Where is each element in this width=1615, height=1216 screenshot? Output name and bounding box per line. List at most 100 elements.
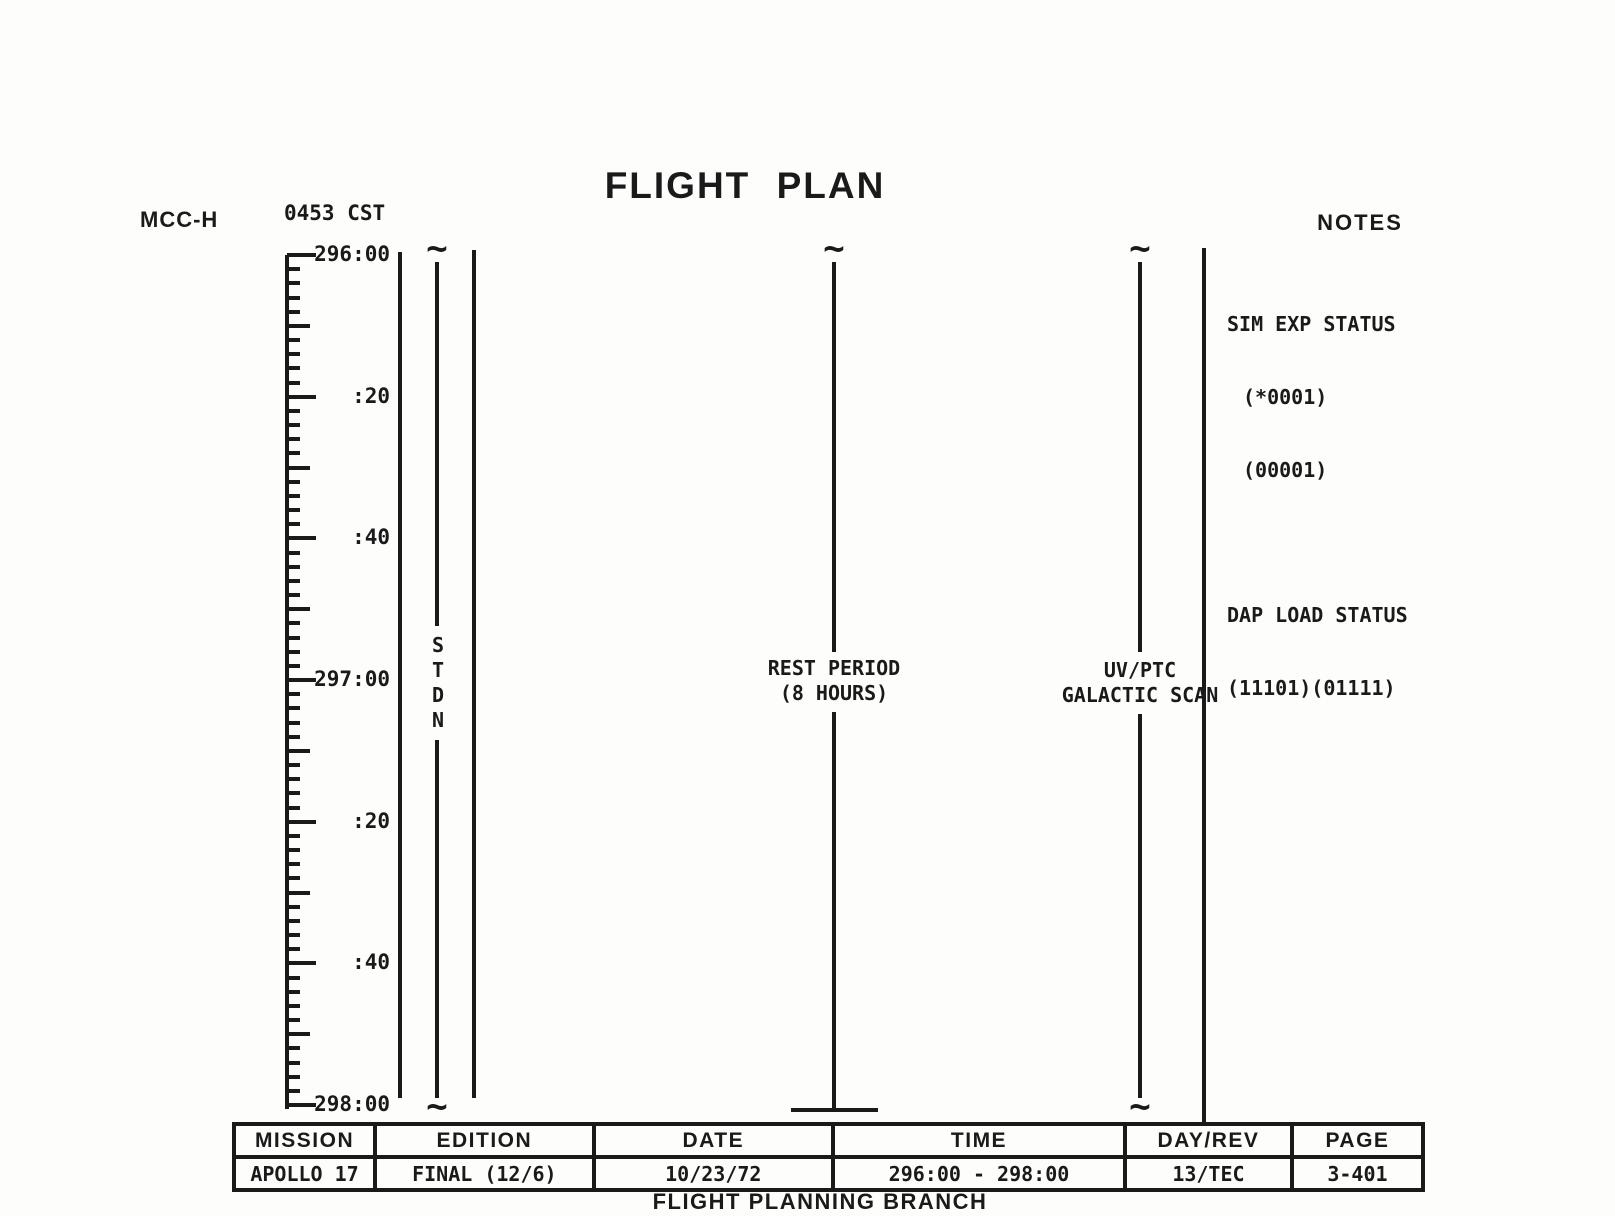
value-day-rev: 13/TEC [1127,1159,1294,1188]
time-tick [287,1046,300,1051]
time-tick [287,1032,310,1037]
column-line-right [472,250,476,1098]
time-tick [287,1103,316,1107]
mission-data-table: MISSION EDITION DATE TIME DAY/REV PAGE A… [232,1122,1425,1192]
time-tick-label: :40 [352,950,390,975]
time-tick [287,338,300,342]
time-tick-label: :20 [352,808,390,833]
time-tick [287,578,300,583]
time-tick [287,918,300,923]
time-tick [287,493,300,498]
stdn-track-label: S T D N [423,633,453,733]
time-tick [287,649,300,654]
header-time: TIME [835,1126,1127,1155]
flight-planning-branch-label: FLIGHT PLANNING BRANCH [652,1189,988,1214]
uv-scan-line1: UV/PTC [1103,658,1177,682]
stdn-line-lower [435,740,439,1098]
note-sim-exp-status: SIM EXP STATUS [1227,312,1396,336]
time-tick [287,819,316,824]
continuation-squiggle-icon: ~ [1129,1086,1151,1127]
time-tick [287,635,300,640]
time-tick [287,748,310,753]
time-tick [287,550,300,555]
time-tick [287,777,300,782]
uv-scan-line2: GALACTIC SCAN [1061,683,1219,707]
continuation-squiggle-icon: ~ [1129,228,1151,269]
time-tick-label: 298:00 [314,1092,390,1116]
notes-divider-line [1202,248,1206,1124]
header-edition: EDITION [377,1126,596,1155]
header-page: PAGE [1325,1128,1390,1152]
time-tick [287,848,300,852]
time-tick-label: :20 [352,383,390,408]
rest-period-line2: (8 HOURS) [779,681,889,705]
time-tick [287,253,316,257]
time-tick [287,1074,300,1079]
note-dap-load-status: DAP LOAD STATUS [1227,603,1408,627]
time-tick [287,862,300,867]
time-tick [287,607,310,612]
time-tick [287,323,310,328]
rest-period-line-upper [832,262,836,652]
notes-content: SIM EXP STATUS (*0001) (00001) DAP LOAD … [1227,263,1408,750]
time-tick [287,763,300,767]
time-tick [287,933,300,937]
time-tick [287,720,300,725]
continuation-squiggle-icon: ~ [426,228,448,269]
uv-scan-line-lower [1138,714,1142,1098]
value-mission: APOLLO 17 [236,1159,378,1188]
time-tick [287,678,316,682]
rest-period-line1: REST PERIOD [767,656,901,680]
time-tick [287,352,300,357]
time-tick [287,423,300,427]
stdn-letter: T [431,658,445,682]
time-tick [287,706,300,711]
time-tick [287,281,300,286]
time-tick [287,394,316,399]
notes-header: NOTES [1317,210,1403,235]
time-tick [287,692,300,697]
time-tick [287,621,300,626]
time-tick [287,522,300,527]
time-tick [287,663,300,668]
stdn-letter: D [431,683,445,707]
time-tick [287,1018,300,1022]
time-tick [287,805,300,810]
time-tick [287,947,300,952]
time-tick [287,564,300,569]
note-sim-exp-value1: (*0001) [1243,385,1328,409]
time-tick [287,1088,300,1093]
continuation-squiggle-icon: ~ [426,1086,448,1127]
time-tick [287,437,300,442]
time-tick [287,408,300,413]
time-tick [287,593,300,597]
time-tick [287,451,300,456]
header-date: DATE [596,1126,835,1155]
time-tick-label: 296:00 [314,242,390,266]
time-tick-label: 297:00 [314,667,390,691]
value-date: 10/23/72 [596,1159,835,1188]
time-tick [287,833,300,838]
value-page: 3-401 [1327,1161,1388,1186]
header-day-rev: DAY/REV [1127,1126,1294,1155]
time-tick [287,961,316,966]
value-time: 296:00 - 298:00 [835,1159,1127,1188]
time-tick-label: :40 [352,525,390,550]
rest-period-line-lower [832,712,836,1110]
time-tick [287,890,310,895]
time-tick [287,536,316,541]
time-tick [287,366,300,371]
mcc-h-label: MCC-H [140,207,219,232]
time-tick [287,465,310,470]
cst-time-label: 0453 CST [284,201,386,225]
stdn-line-upper [435,262,439,626]
time-tick [287,380,300,385]
page-title: FLIGHT PLAN [604,165,886,206]
time-tick [287,267,300,272]
rest-period-end-bar [791,1108,878,1112]
time-tick [287,479,300,484]
value-edition: FINAL (12/6) [377,1159,596,1188]
header-mission: MISSION [236,1126,378,1155]
time-tick [287,508,300,512]
